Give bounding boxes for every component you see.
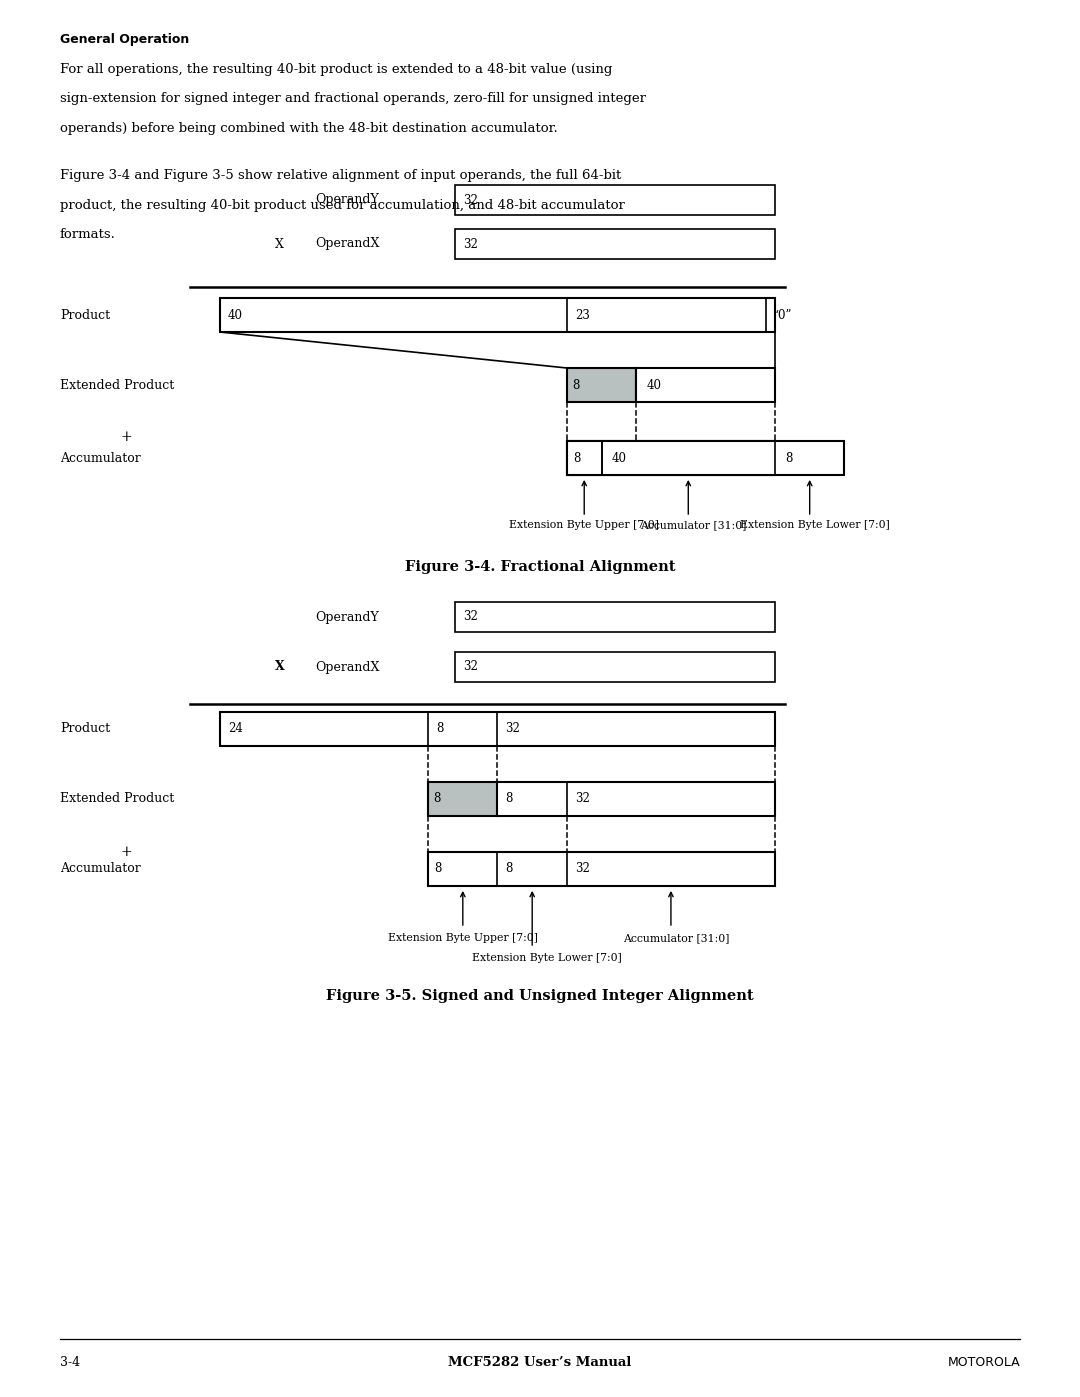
Text: 40: 40 xyxy=(646,379,661,391)
Text: 8: 8 xyxy=(433,792,441,806)
Bar xyxy=(567,441,845,475)
Text: Figure 3-4. Fractional Alignment: Figure 3-4. Fractional Alignment xyxy=(405,560,675,574)
Text: 32: 32 xyxy=(463,194,477,207)
Text: Extension Byte Lower [7:0]: Extension Byte Lower [7:0] xyxy=(472,953,622,963)
Bar xyxy=(220,298,775,332)
Bar xyxy=(428,852,775,886)
Text: 32: 32 xyxy=(463,237,477,250)
Text: OperandY: OperandY xyxy=(315,610,379,623)
Text: OperandX: OperandX xyxy=(315,661,379,673)
Text: Extension Byte Upper [7:0]: Extension Byte Upper [7:0] xyxy=(509,520,659,529)
Bar xyxy=(567,367,636,402)
Text: 24: 24 xyxy=(228,722,243,735)
Text: OperandY: OperandY xyxy=(315,194,379,207)
Text: Product: Product xyxy=(60,722,110,735)
Text: Accumulator: Accumulator xyxy=(60,451,140,464)
Text: 8: 8 xyxy=(572,451,580,464)
Text: sign-extension for signed integer and fractional operands, zero-fill for unsigne: sign-extension for signed integer and fr… xyxy=(60,92,646,105)
Text: 8: 8 xyxy=(785,451,793,464)
Text: Figure 3-5. Signed and Unsigned Integer Alignment: Figure 3-5. Signed and Unsigned Integer … xyxy=(326,989,754,1003)
Text: Extended Product: Extended Product xyxy=(60,792,174,806)
Text: 23: 23 xyxy=(575,309,590,321)
Text: 8: 8 xyxy=(572,379,579,391)
Text: X: X xyxy=(275,661,285,673)
Text: +: + xyxy=(120,845,132,859)
Text: 32: 32 xyxy=(463,610,477,623)
Bar xyxy=(455,602,775,631)
Bar xyxy=(567,441,775,475)
Text: For all operations, the resulting 40-bit product is extended to a 48-bit value (: For all operations, the resulting 40-bit… xyxy=(60,63,612,75)
Bar xyxy=(636,367,775,402)
Text: 8: 8 xyxy=(436,722,444,735)
Text: 32: 32 xyxy=(575,792,590,806)
Text: MOTOROLA: MOTOROLA xyxy=(947,1355,1020,1369)
Bar xyxy=(455,652,775,682)
Text: Extended Product: Extended Product xyxy=(60,379,174,391)
Text: operands) before being combined with the 48-bit destination accumulator.: operands) before being combined with the… xyxy=(60,122,557,134)
Text: MCF5282 User’s Manual: MCF5282 User’s Manual xyxy=(448,1355,632,1369)
Text: Accumulator [31:0]: Accumulator [31:0] xyxy=(623,933,729,943)
Text: 8: 8 xyxy=(505,792,513,806)
Text: product, the resulting 40-bit product used for accumulation, and 48-bit accumula: product, the resulting 40-bit product us… xyxy=(60,198,625,211)
Text: OperandX: OperandX xyxy=(315,237,379,250)
Bar xyxy=(220,712,775,746)
Text: 40: 40 xyxy=(228,309,243,321)
Text: 32: 32 xyxy=(463,661,477,673)
Text: General Operation: General Operation xyxy=(60,32,189,46)
Text: 8: 8 xyxy=(505,862,513,876)
Text: +: + xyxy=(120,430,132,444)
Text: “0”: “0” xyxy=(772,309,792,321)
Text: formats.: formats. xyxy=(60,228,116,242)
Text: Extension Byte Lower [7:0]: Extension Byte Lower [7:0] xyxy=(740,520,890,529)
Text: Figure 3-4 and Figure 3-5 show relative alignment of input operands, the full 64: Figure 3-4 and Figure 3-5 show relative … xyxy=(60,169,621,182)
Text: 40: 40 xyxy=(611,451,626,464)
Text: X: X xyxy=(275,237,284,250)
Text: Product: Product xyxy=(60,309,110,321)
Text: 32: 32 xyxy=(505,722,521,735)
Text: 32: 32 xyxy=(575,862,590,876)
Text: Accumulator: Accumulator xyxy=(60,862,140,876)
Bar xyxy=(455,184,775,215)
Text: Extension Byte Upper [7:0]: Extension Byte Upper [7:0] xyxy=(388,933,538,943)
Bar xyxy=(428,782,498,816)
Bar xyxy=(498,782,775,816)
Bar xyxy=(455,229,775,258)
Text: 8: 8 xyxy=(434,862,442,876)
Text: 3-4: 3-4 xyxy=(60,1355,80,1369)
Text: Accumulator [31:0]: Accumulator [31:0] xyxy=(640,520,746,529)
